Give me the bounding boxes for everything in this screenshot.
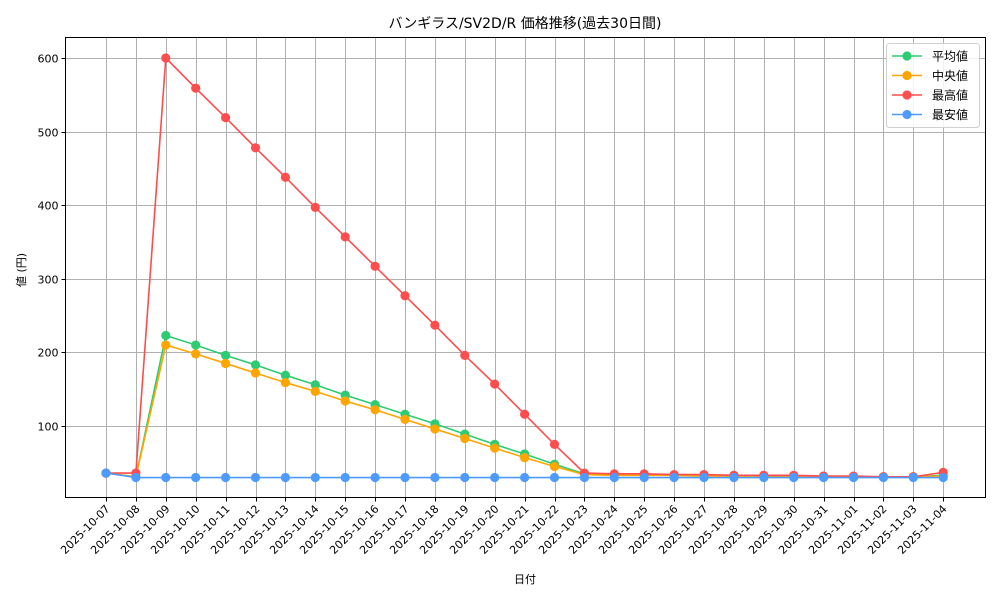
y-axis-label: 値 (円) xyxy=(15,253,28,287)
chart-title: バンギラス/SV2D/R 価格推移(過去30日間) xyxy=(389,16,662,32)
legend-label: 最高値 xyxy=(932,88,968,103)
legend-item: 最安値 xyxy=(892,107,968,122)
data-point xyxy=(310,202,320,213)
series-layer xyxy=(101,53,948,483)
data-point xyxy=(789,472,799,483)
x-axis-ticks: 2025-10-072025-10-082025-10-092025-10-10… xyxy=(58,497,950,557)
data-point xyxy=(430,472,440,483)
y-tick-label: 100 xyxy=(38,421,59,434)
data-point xyxy=(579,472,590,483)
data-point xyxy=(549,461,560,472)
data-point xyxy=(221,358,231,369)
data-point xyxy=(848,472,859,483)
data-point xyxy=(221,113,231,123)
data-point xyxy=(520,472,530,483)
data-point xyxy=(460,472,470,483)
data-point xyxy=(549,439,560,449)
legend-marker-icon xyxy=(902,90,912,100)
y-tick-label: 200 xyxy=(38,347,59,360)
data-point xyxy=(221,350,231,360)
legend-label: 最安値 xyxy=(932,107,968,122)
legend-item: 最高値 xyxy=(892,88,968,103)
data-point xyxy=(340,472,350,483)
data-point xyxy=(340,232,350,242)
data-point xyxy=(400,472,410,483)
data-point xyxy=(161,472,171,483)
y-tick-label: 400 xyxy=(38,200,59,213)
data-point xyxy=(250,472,261,483)
data-point xyxy=(908,472,918,483)
data-point xyxy=(460,350,470,360)
data-point xyxy=(250,143,261,153)
data-point xyxy=(490,472,500,483)
data-point xyxy=(280,370,290,380)
data-point xyxy=(759,472,769,483)
x-axis-label: 日付 xyxy=(514,573,536,586)
data-point xyxy=(280,377,290,388)
data-point xyxy=(729,472,739,483)
legend-item: 中央値 xyxy=(892,68,968,83)
data-point xyxy=(430,424,440,434)
y-tick-label: 500 xyxy=(38,127,59,140)
data-point xyxy=(191,349,201,359)
legend-label: 平均値 xyxy=(932,49,968,64)
y-axis-ticks: 100 200 300 400 500 600 xyxy=(38,53,66,434)
data-point xyxy=(490,379,500,389)
data-point xyxy=(938,472,948,483)
data-point xyxy=(101,468,111,478)
data-point xyxy=(699,472,709,483)
data-point xyxy=(250,360,261,370)
data-point xyxy=(669,472,679,483)
data-point xyxy=(131,472,141,483)
series-3 xyxy=(101,468,948,483)
data-point xyxy=(221,472,231,483)
legend-item: 平均値 xyxy=(892,49,968,64)
data-point xyxy=(280,472,290,483)
data-point xyxy=(250,368,261,378)
data-point xyxy=(340,396,350,406)
grid-lines xyxy=(65,37,986,498)
data-point xyxy=(400,291,410,301)
data-point xyxy=(490,443,500,453)
data-point xyxy=(370,261,380,271)
data-point xyxy=(819,472,829,483)
data-point xyxy=(609,472,619,483)
data-point xyxy=(280,172,290,182)
legend-marker-icon xyxy=(902,51,912,61)
data-point xyxy=(191,472,201,483)
data-point xyxy=(310,380,320,390)
data-point xyxy=(310,386,320,397)
data-point xyxy=(161,330,171,341)
data-point xyxy=(161,340,171,350)
legend-label: 中央値 xyxy=(932,68,968,83)
data-point xyxy=(191,340,201,350)
data-point xyxy=(370,405,380,415)
data-point xyxy=(549,472,560,483)
legend-marker-icon xyxy=(902,109,912,120)
legend-box xyxy=(886,43,980,128)
y-tick-label: 300 xyxy=(38,274,59,287)
data-point xyxy=(520,409,530,419)
data-point xyxy=(520,453,530,463)
legend-marker-icon xyxy=(902,70,912,81)
y-tick-label: 600 xyxy=(38,53,59,66)
series-2 xyxy=(101,53,948,482)
data-point xyxy=(878,472,889,483)
data-point xyxy=(161,53,171,63)
data-point xyxy=(191,83,201,93)
data-point xyxy=(460,433,470,444)
data-point xyxy=(400,414,410,424)
data-point xyxy=(370,472,380,483)
data-point xyxy=(310,472,320,483)
data-point xyxy=(639,472,649,483)
data-point xyxy=(430,320,440,330)
